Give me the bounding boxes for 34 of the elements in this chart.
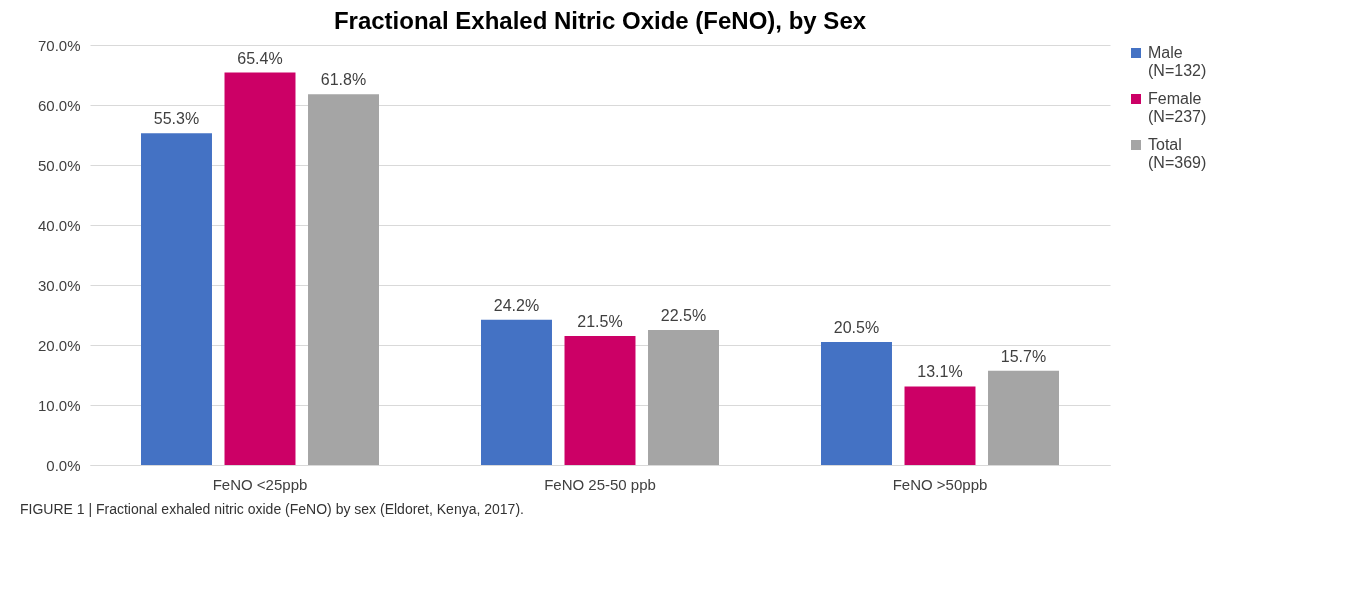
bar (141, 133, 212, 465)
y-tick-label: 0.0% (46, 456, 81, 474)
data-label: 15.7% (1000, 347, 1047, 365)
x-tick-label: FeNO <25ppb (212, 475, 308, 493)
y-tick-label: 20.0% (37, 336, 81, 354)
data-label: 21.5% (577, 313, 623, 330)
legend-label: Female (N=237) (1148, 90, 1207, 125)
data-label: 61.8% (320, 71, 367, 89)
y-tick-label: 50.0% (37, 156, 81, 174)
data-label: 13.1% (917, 363, 963, 381)
y-tick-label: 10.0% (37, 396, 81, 414)
legend-label: Male (N=132) (1148, 44, 1207, 79)
bar (904, 386, 976, 465)
chart-title: Fractional Exhaled Nitric Oxide (FeNO), by Sex (333, 7, 867, 34)
data-label: 22.5% (660, 307, 707, 324)
x-tick-label: FeNO >50ppb (892, 475, 988, 493)
data-label: 24.2% (493, 296, 540, 314)
y-tick-label: 70.0% (37, 36, 81, 54)
bar (564, 336, 636, 465)
caption: FIGURE 1 | Fractional exhaled nitric oxide (FeNO) by sex (Eldoret, Kenya, 2017). (20, 501, 524, 517)
y-tick-label: 40.0% (37, 216, 81, 234)
x-tick-label: FeNO 25-50 ppb (544, 475, 656, 493)
y-tick-label: 30.0% (37, 276, 81, 294)
bar (988, 370, 1059, 465)
y-tick-label: 60.0% (37, 96, 81, 114)
bar (821, 342, 892, 465)
bar (648, 330, 719, 465)
data-label: 55.3% (153, 110, 200, 128)
bar (224, 72, 296, 465)
data-label: 65.4% (237, 49, 283, 67)
data-label: 20.5% (833, 319, 880, 336)
bar (308, 94, 379, 465)
bar (481, 319, 552, 465)
legend-label: Total (N=369) (1148, 136, 1207, 171)
